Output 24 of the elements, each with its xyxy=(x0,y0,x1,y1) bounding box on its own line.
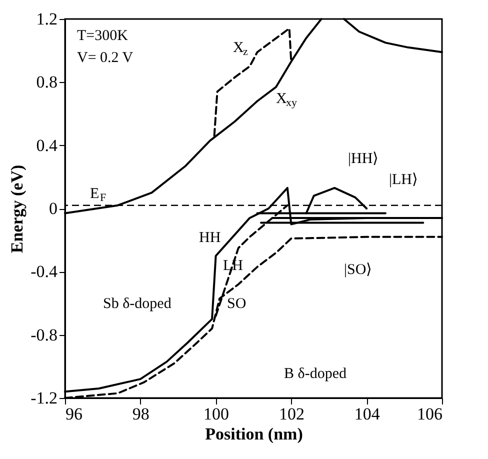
x-tick-label: 104 xyxy=(354,404,380,424)
annotation: SO xyxy=(227,296,246,312)
y-tick-label: 0.8 xyxy=(36,72,58,92)
annotation: HH xyxy=(199,230,221,246)
annotation: B δ-doped xyxy=(284,366,347,382)
x-tick-label: 100 xyxy=(204,404,230,424)
annotation: T=300K xyxy=(77,28,128,44)
y-tick-label: -0.4 xyxy=(30,262,58,282)
annotation: |HH⟩ xyxy=(348,151,379,167)
annotation: |LH⟩ xyxy=(389,172,418,188)
y-axis-title: Energy (eV) xyxy=(8,164,27,254)
y-tick-label: 1.2 xyxy=(36,10,58,28)
annotation: V= 0.2 V xyxy=(77,50,134,66)
y-tick-label: -0.8 xyxy=(30,325,58,344)
y-tick-label: -1.2 xyxy=(30,388,58,408)
x-tick-label: 106 xyxy=(417,404,442,424)
x-tick-label: 96 xyxy=(66,404,82,424)
x-tick-label: 102 xyxy=(278,404,304,424)
annotation: Sb δ-doped xyxy=(103,296,172,312)
annotation: |SO⟩ xyxy=(344,262,372,278)
y-tick-label: 0.4 xyxy=(36,136,58,155)
x-tick-label: 98 xyxy=(132,404,150,424)
x-axis-title: Position (nm) xyxy=(205,424,303,444)
y-tick-label: 0 xyxy=(49,199,58,218)
